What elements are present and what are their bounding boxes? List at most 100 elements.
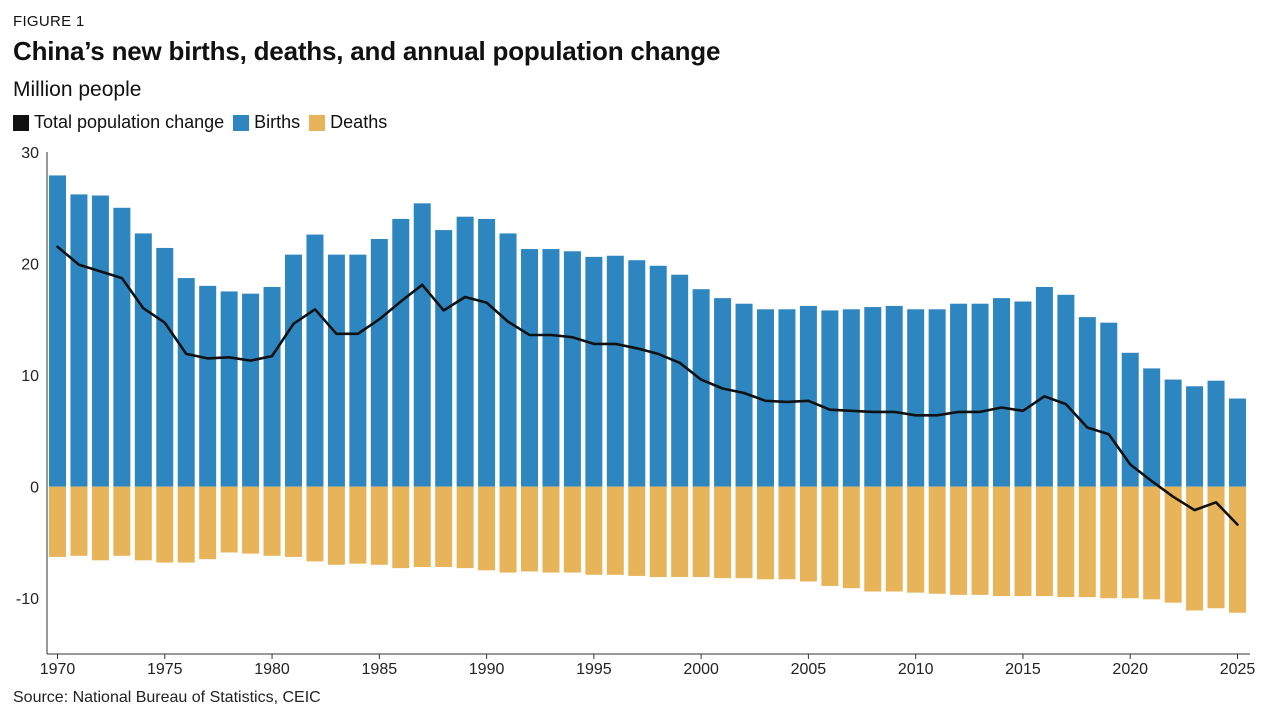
- births-bar: [521, 249, 538, 487]
- deaths-bar: [993, 486, 1010, 596]
- births-bar: [1121, 352, 1139, 487]
- deaths-bar: [478, 486, 496, 571]
- deaths-bar: [242, 486, 260, 554]
- y-tick-label: 20: [21, 257, 39, 274]
- births-bar: [242, 293, 260, 487]
- births-bar: [1100, 322, 1118, 487]
- deaths-bar: [285, 486, 302, 557]
- births-bar: [928, 309, 946, 487]
- deaths-bar: [1186, 486, 1204, 611]
- total-change-line: [56, 245, 1239, 526]
- births-bar: [628, 260, 646, 487]
- x-tick-label: 1975: [147, 661, 183, 678]
- births-bar: [1229, 398, 1246, 487]
- deaths-bar: [349, 486, 367, 564]
- legend-label-deaths: Deaths: [330, 112, 388, 132]
- deaths-bar: [392, 486, 410, 569]
- births-bar: [306, 234, 324, 487]
- deaths-bar: [649, 486, 667, 578]
- births-bar: [542, 249, 560, 487]
- births-bar: [263, 286, 281, 487]
- x-tick-label: 2015: [1005, 661, 1041, 678]
- deaths-bar: [671, 486, 689, 578]
- deaths-bar: [521, 486, 538, 572]
- births-bar: [821, 310, 839, 487]
- deaths-bar: [628, 486, 646, 576]
- legend-item-deaths: Deaths: [309, 112, 387, 133]
- deaths-bar: [1014, 486, 1032, 596]
- deaths-bar: [842, 486, 860, 589]
- births-bar: [950, 303, 968, 487]
- births-bar: [971, 303, 989, 487]
- deaths-bar: [821, 486, 839, 586]
- births-bar: [1014, 301, 1032, 487]
- deaths-bar: [735, 486, 753, 579]
- births-bar: [1035, 286, 1053, 487]
- births-bar: [1164, 379, 1182, 487]
- deaths-bar: [220, 486, 238, 553]
- births-bar: [842, 309, 860, 487]
- births-bar: [563, 251, 581, 487]
- deaths-bar: [606, 486, 624, 575]
- deaths-bar: [563, 486, 581, 573]
- x-tick-label: 1990: [469, 661, 505, 678]
- deaths-bar: [177, 486, 195, 563]
- deaths-bar: [928, 486, 946, 594]
- births-bar: [778, 309, 796, 487]
- deaths-bar: [435, 486, 453, 567]
- deaths-bar: [156, 486, 174, 563]
- births-bar: [671, 274, 689, 487]
- deaths-bar: [585, 486, 603, 575]
- births-bar: [1186, 386, 1204, 487]
- x-tick-label: 2020: [1112, 661, 1148, 678]
- births-bar: [907, 309, 925, 487]
- deaths-bar: [1057, 486, 1075, 598]
- deaths-bar: [306, 486, 324, 562]
- deaths-bar: [757, 486, 774, 580]
- deaths-bar: [327, 486, 345, 565]
- legend: Total population change Births Deaths: [13, 112, 387, 133]
- deaths-bar: [70, 486, 88, 556]
- births-bar: [177, 278, 195, 487]
- deaths-bar: [413, 486, 431, 567]
- deaths-bar: [907, 486, 925, 593]
- births-bar: [91, 195, 109, 487]
- births-bar: [864, 307, 882, 487]
- births-bar: [1207, 380, 1225, 487]
- births-bar: [1057, 294, 1075, 487]
- axes: [46, 152, 1250, 655]
- deaths-bar: [864, 486, 882, 592]
- deaths-bar: [950, 486, 968, 595]
- deaths-bar: [263, 486, 281, 556]
- source-note: Source: National Bureau of Statistics, C…: [13, 689, 321, 706]
- deaths-bar: [499, 486, 517, 573]
- births-bar: [392, 218, 410, 487]
- deaths-bar: [1035, 486, 1053, 596]
- legend-swatch-births: [233, 114, 250, 131]
- deaths-bar: [1229, 486, 1246, 613]
- deaths-bar: [971, 486, 989, 595]
- deaths-bar: [91, 486, 109, 561]
- births-bar: [70, 194, 88, 487]
- deaths-bar: [1164, 486, 1182, 603]
- births-bar: [585, 256, 603, 487]
- chart-title: China’s new births, deaths, and annual p…: [13, 36, 721, 66]
- births-bar: [220, 291, 238, 487]
- x-tick-label: 1995: [576, 661, 612, 678]
- deaths-bar: [542, 486, 560, 573]
- births-bar: [156, 247, 174, 487]
- legend-swatch-total-change: [13, 114, 29, 131]
- deaths-bar: [134, 486, 152, 561]
- births-bar: [478, 218, 496, 487]
- y-tick-label: 30: [21, 145, 39, 162]
- deaths-bar: [49, 486, 66, 557]
- deaths-bar: [199, 486, 217, 560]
- x-tick-label: 2000: [683, 661, 719, 678]
- births-bar: [714, 298, 732, 487]
- births-bar: [134, 233, 152, 487]
- births-bar: [199, 285, 217, 487]
- births-bar: [993, 298, 1010, 487]
- births-bar: [49, 175, 66, 487]
- births-bar: [413, 203, 431, 487]
- legend-item-total-change: Total population change: [13, 112, 224, 133]
